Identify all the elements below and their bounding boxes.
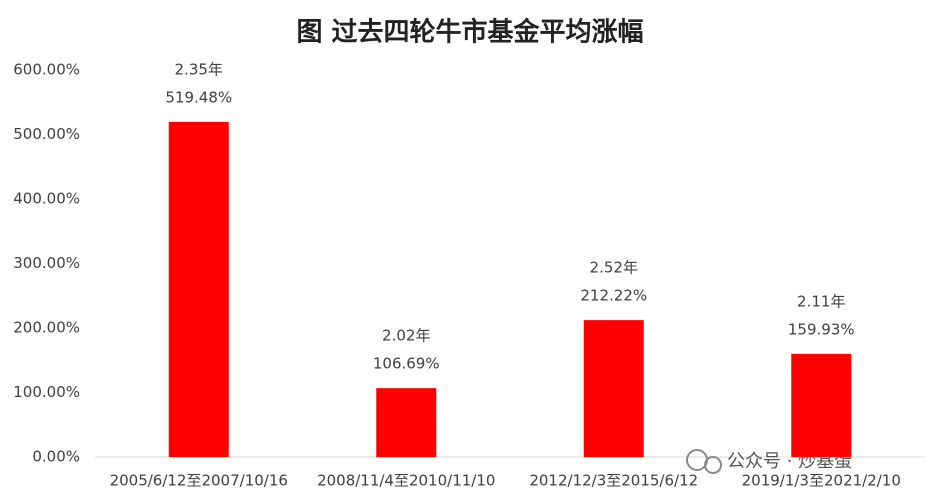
x-tick-label: 2005/6/12至2007/10/16 [110, 472, 288, 490]
duration-label: 2.02年 [382, 327, 430, 345]
bar [583, 320, 644, 457]
duration-label: 2.35年 [175, 60, 223, 78]
y-tick-label: 200.00% [13, 319, 80, 337]
watermark-icon [686, 449, 722, 474]
bar [168, 121, 229, 458]
x-tick-label: 2012/12/3至2015/6/12 [529, 472, 698, 490]
value-label: 519.48% [165, 88, 232, 106]
y-tick-label: 600.00% [13, 61, 80, 79]
y-tick-label: 500.00% [13, 125, 80, 143]
value-label: 106.69% [373, 355, 440, 373]
bar [791, 353, 852, 457]
x-tick-label: 2008/11/4至2010/11/10 [317, 472, 495, 490]
chart-title: 图 过去四轮牛市基金平均涨幅 [296, 17, 643, 48]
duration-label: 2.11年 [797, 292, 845, 310]
bar [376, 388, 437, 457]
y-tick-label: 300.00% [13, 254, 80, 272]
value-label: 159.93% [788, 320, 855, 338]
value-label: 212.22% [580, 287, 647, 305]
y-tick-label: 400.00% [13, 190, 80, 208]
duration-label: 2.52年 [590, 259, 638, 277]
y-tick-label: 0.00% [32, 448, 80, 466]
y-tick-label: 100.00% [13, 383, 80, 401]
x-tick-label: 2019/1/3至2021/2/10 [742, 472, 901, 490]
